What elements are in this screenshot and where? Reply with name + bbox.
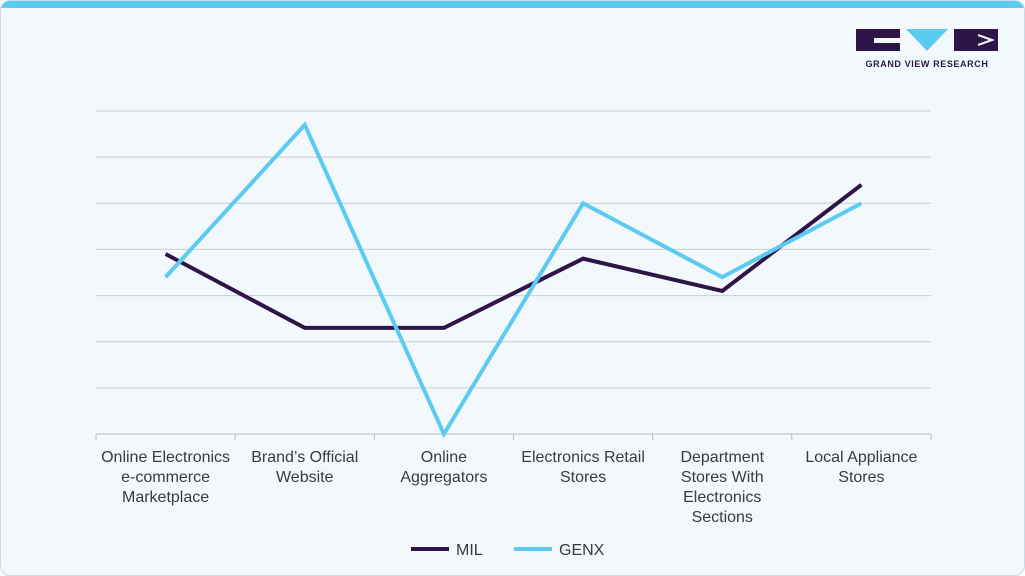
category-label-line: Online Electronics — [101, 449, 230, 466]
category-label-line: Website — [276, 469, 334, 486]
category-label-line: Local Appliance — [805, 449, 917, 466]
category-label: Online Aggregators — [400, 449, 487, 486]
legend-label-genx: GENX — [559, 542, 605, 559]
series-lines — [164, 121, 863, 439]
logo-block-r-mark — [977, 34, 995, 46]
category-label: Local Appliance Stores — [805, 449, 917, 486]
category-label-line: Online — [421, 449, 467, 466]
category-label-line: Stores With — [681, 469, 764, 486]
x-axis — [95, 434, 932, 440]
category-labels: Online Electronics e-commerce Marketplace B… — [101, 449, 917, 526]
legend: MIL GENX — [411, 542, 605, 559]
logo-block-r — [954, 29, 998, 51]
logo-block-v — [906, 29, 948, 51]
legend-label-mil: MIL — [456, 542, 483, 559]
logo-block-g-notch — [874, 38, 900, 43]
category-label: Department Stores With Electronics Sections — [680, 449, 764, 526]
accent-bar — [1, 1, 1024, 8]
category-label: Brand’s Official Website — [251, 449, 358, 486]
series-line-genx — [164, 121, 863, 439]
grid-lines — [96, 110, 931, 435]
category-label-line: Stores — [838, 469, 884, 486]
category-label-line: Stores — [560, 469, 606, 486]
category-label-line: Brand’s Official — [251, 449, 358, 466]
brand-name: GRAND VIEW RESEARCH — [865, 59, 989, 69]
category-label-line: Marketplace — [122, 489, 209, 506]
category-label: Online Electronics e-commerce Marketplace — [101, 449, 230, 506]
category-label: Electronics Retail Stores — [521, 449, 645, 486]
category-label-line: Sections — [692, 509, 753, 526]
category-label-line: e-commerce — [121, 469, 210, 486]
category-label-line: Electronics Retail — [521, 449, 645, 466]
series-line-mil — [164, 183, 863, 330]
category-label-line: Aggregators — [400, 469, 487, 486]
category-label-line: Electronics — [683, 489, 761, 506]
category-label-line: Department — [680, 449, 764, 466]
brand-logo — [856, 29, 998, 51]
